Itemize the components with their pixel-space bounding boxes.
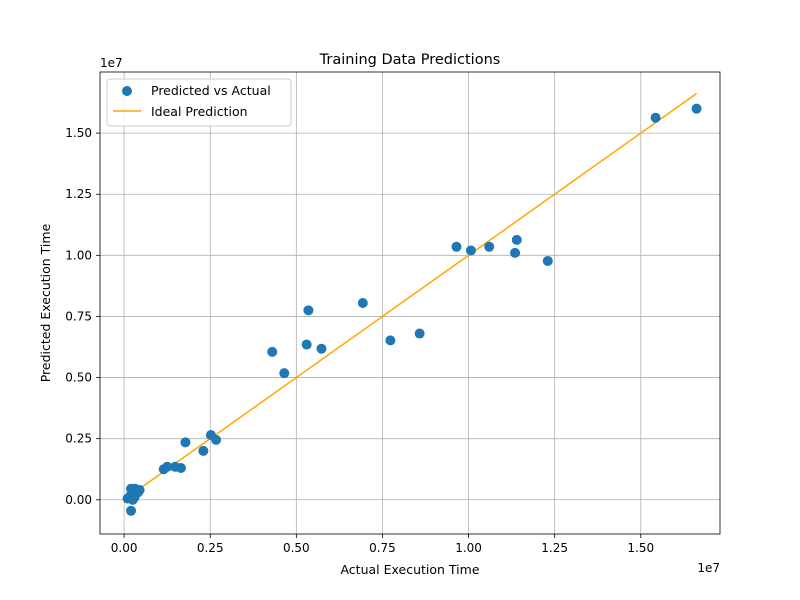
scatter-point <box>126 505 136 516</box>
legend-scatter-marker <box>122 86 132 96</box>
legend-label-predicted: Predicted vs Actual <box>151 83 271 98</box>
x-tick-label: 1.25 <box>541 541 568 555</box>
y-axis-multiplier-exponent: 7 <box>115 56 123 70</box>
scatter-point <box>175 463 186 473</box>
legend-label-ideal: Ideal Prediction <box>151 104 248 119</box>
scatter-point <box>414 328 425 339</box>
scatter-point <box>303 305 314 316</box>
scatter-points-layer <box>122 103 702 516</box>
y-tick-label: 0.75 <box>65 309 92 323</box>
grid-lines <box>100 72 720 534</box>
y-tick-label: 1.25 <box>65 187 92 201</box>
x-tick-label: 0.75 <box>369 541 396 555</box>
x-tick-label: 1.00 <box>455 541 482 555</box>
ideal-line-layer <box>125 92 698 500</box>
scatter-point <box>180 437 191 448</box>
scatter-point <box>511 234 522 245</box>
scatter-point <box>451 241 462 252</box>
x-axis-ticks: 0.00 0.25 0.50 0.75 1.00 1.25 1.50 <box>111 534 654 555</box>
scatter-point <box>357 298 368 308</box>
scatter-point <box>162 461 173 472</box>
y-axis-multiplier: 1e7 <box>100 56 123 70</box>
scatter-point <box>484 241 495 252</box>
ideal-prediction-line <box>125 92 698 500</box>
x-axis-label: Actual Execution Time <box>340 562 479 577</box>
x-tick-label: 1.50 <box>627 541 654 555</box>
y-tick-label: 1.00 <box>65 248 92 262</box>
scatter-point <box>301 339 312 350</box>
scatter-point <box>542 255 553 266</box>
scatter-point <box>267 346 278 357</box>
y-tick-label: 1.50 <box>65 126 92 140</box>
x-axis-multiplier: 1e7 <box>697 561 720 575</box>
scatter-point <box>510 247 521 258</box>
scatter-point <box>691 103 702 114</box>
scatter-point <box>198 445 209 456</box>
y-tick-label: 0.50 <box>65 371 92 385</box>
chart-title: Training Data Predictions <box>319 52 501 68</box>
scatter-point <box>650 112 661 123</box>
scatter-point <box>211 434 222 445</box>
y-tick-label: 0.00 <box>65 493 92 507</box>
y-tick-label: 0.25 <box>65 432 92 446</box>
scatter-point <box>385 335 396 346</box>
scatter-point <box>279 368 290 379</box>
scatter-point <box>465 245 476 256</box>
y-axis-ticks: 0.00 0.25 0.50 0.75 1.00 1.25 1.50 <box>65 126 100 507</box>
x-tick-label: 0.00 <box>111 541 138 555</box>
plot-area-frame <box>99 71 721 535</box>
legend-box <box>106 78 292 127</box>
scatter-point <box>130 483 141 494</box>
y-axis-label: Predicted Execution Time <box>38 223 53 382</box>
scatter-point <box>316 343 327 354</box>
x-tick-label: 0.25 <box>197 541 224 555</box>
x-tick-label: 0.50 <box>283 541 310 555</box>
x-axis-multiplier-exponent: 7 <box>712 561 720 575</box>
legend: Predicted vs Actual Ideal Prediction <box>106 78 292 127</box>
